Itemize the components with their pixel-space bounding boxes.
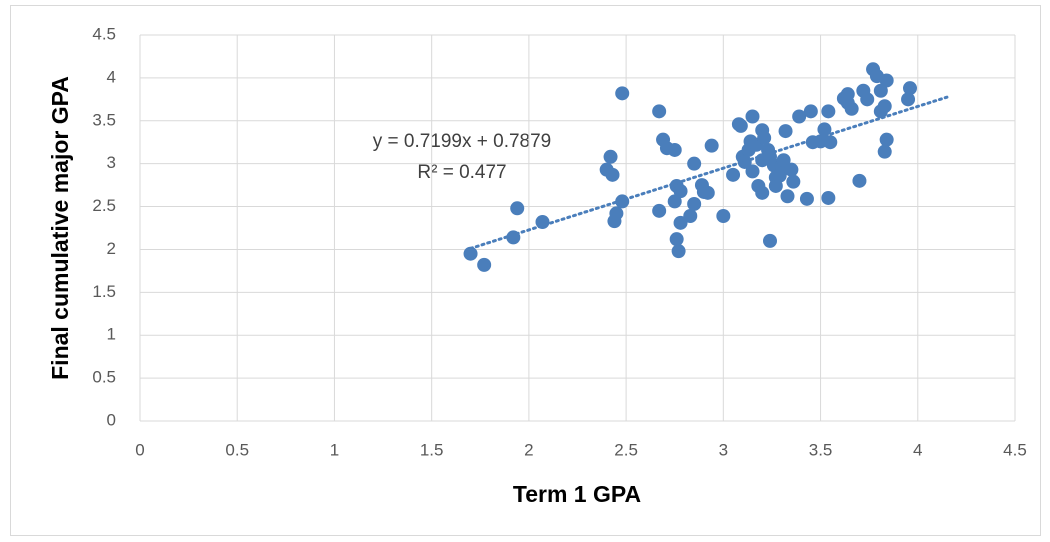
point: [716, 208, 731, 223]
x-tick-label: 0: [135, 440, 144, 459]
x-tick-label: 2.5: [614, 440, 638, 459]
point: [879, 73, 894, 88]
point: [873, 83, 888, 98]
point: [763, 233, 777, 248]
x-tick-label: 4.5: [1003, 440, 1027, 459]
point: [786, 174, 801, 189]
point: [745, 164, 760, 179]
point: [667, 194, 682, 209]
point: [901, 92, 916, 107]
point: [852, 173, 867, 188]
x-tick-label: 2: [524, 440, 533, 459]
point: [821, 190, 836, 205]
point: [673, 215, 688, 230]
point: [700, 185, 715, 200]
point: [780, 189, 795, 204]
y-axis-title: Final cumulative major GPA: [47, 76, 73, 380]
y-tick-label: 2.5: [92, 196, 116, 215]
point: [667, 142, 682, 157]
point: [840, 95, 855, 110]
point: [615, 86, 630, 101]
trendline: [469, 95, 949, 250]
point: [683, 208, 698, 223]
trendline-r2: R² = 0.477: [417, 162, 506, 183]
point: [609, 206, 624, 221]
point: [877, 99, 892, 114]
point: [535, 214, 550, 229]
point: [803, 104, 818, 119]
point: [784, 162, 799, 177]
point: [877, 144, 892, 159]
x-tick-label: 1.5: [420, 440, 444, 459]
x-tick-label: 3.5: [809, 440, 833, 459]
point: [817, 122, 832, 137]
point: [860, 92, 875, 107]
x-axis-title: Term 1 GPA: [513, 481, 641, 507]
point: [821, 104, 836, 119]
x-tick-label: 4: [913, 440, 922, 459]
x-tick-label: 1: [330, 440, 339, 459]
x-tick-label: 0.5: [225, 440, 249, 459]
point: [687, 156, 702, 171]
point: [687, 196, 702, 211]
point: [652, 104, 667, 119]
point: [799, 191, 814, 206]
y-tick-label: 3.5: [92, 110, 116, 129]
point: [792, 109, 807, 124]
point: [603, 149, 618, 164]
x-tick-label: 3: [719, 440, 728, 459]
point: [726, 167, 741, 182]
point: [733, 118, 748, 133]
y-tick-label: 3: [107, 153, 116, 172]
point: [510, 201, 525, 216]
point: [669, 232, 684, 247]
point: [776, 153, 791, 168]
y-tick-label: 0.5: [92, 368, 116, 387]
y-tick-label: 2: [107, 239, 116, 258]
point: [745, 109, 760, 124]
point: [823, 135, 838, 150]
point: [477, 257, 492, 272]
point: [704, 138, 719, 153]
y-tick-label: 4: [107, 67, 116, 86]
y-tick-label: 4.5: [92, 24, 116, 43]
y-tick-label: 0: [107, 410, 116, 429]
point: [757, 130, 772, 145]
y-tick-label: 1: [107, 325, 116, 344]
point: [463, 246, 478, 261]
point: [879, 132, 894, 147]
point: [755, 185, 770, 200]
point: [605, 167, 620, 182]
point: [778, 124, 793, 139]
point: [673, 184, 688, 199]
point: [903, 81, 917, 96]
trendline-equation: y = 0.7199x + 0.7879: [373, 131, 552, 152]
point: [671, 244, 686, 259]
y-tick-label: 1.5: [92, 282, 116, 301]
point: [652, 203, 667, 218]
